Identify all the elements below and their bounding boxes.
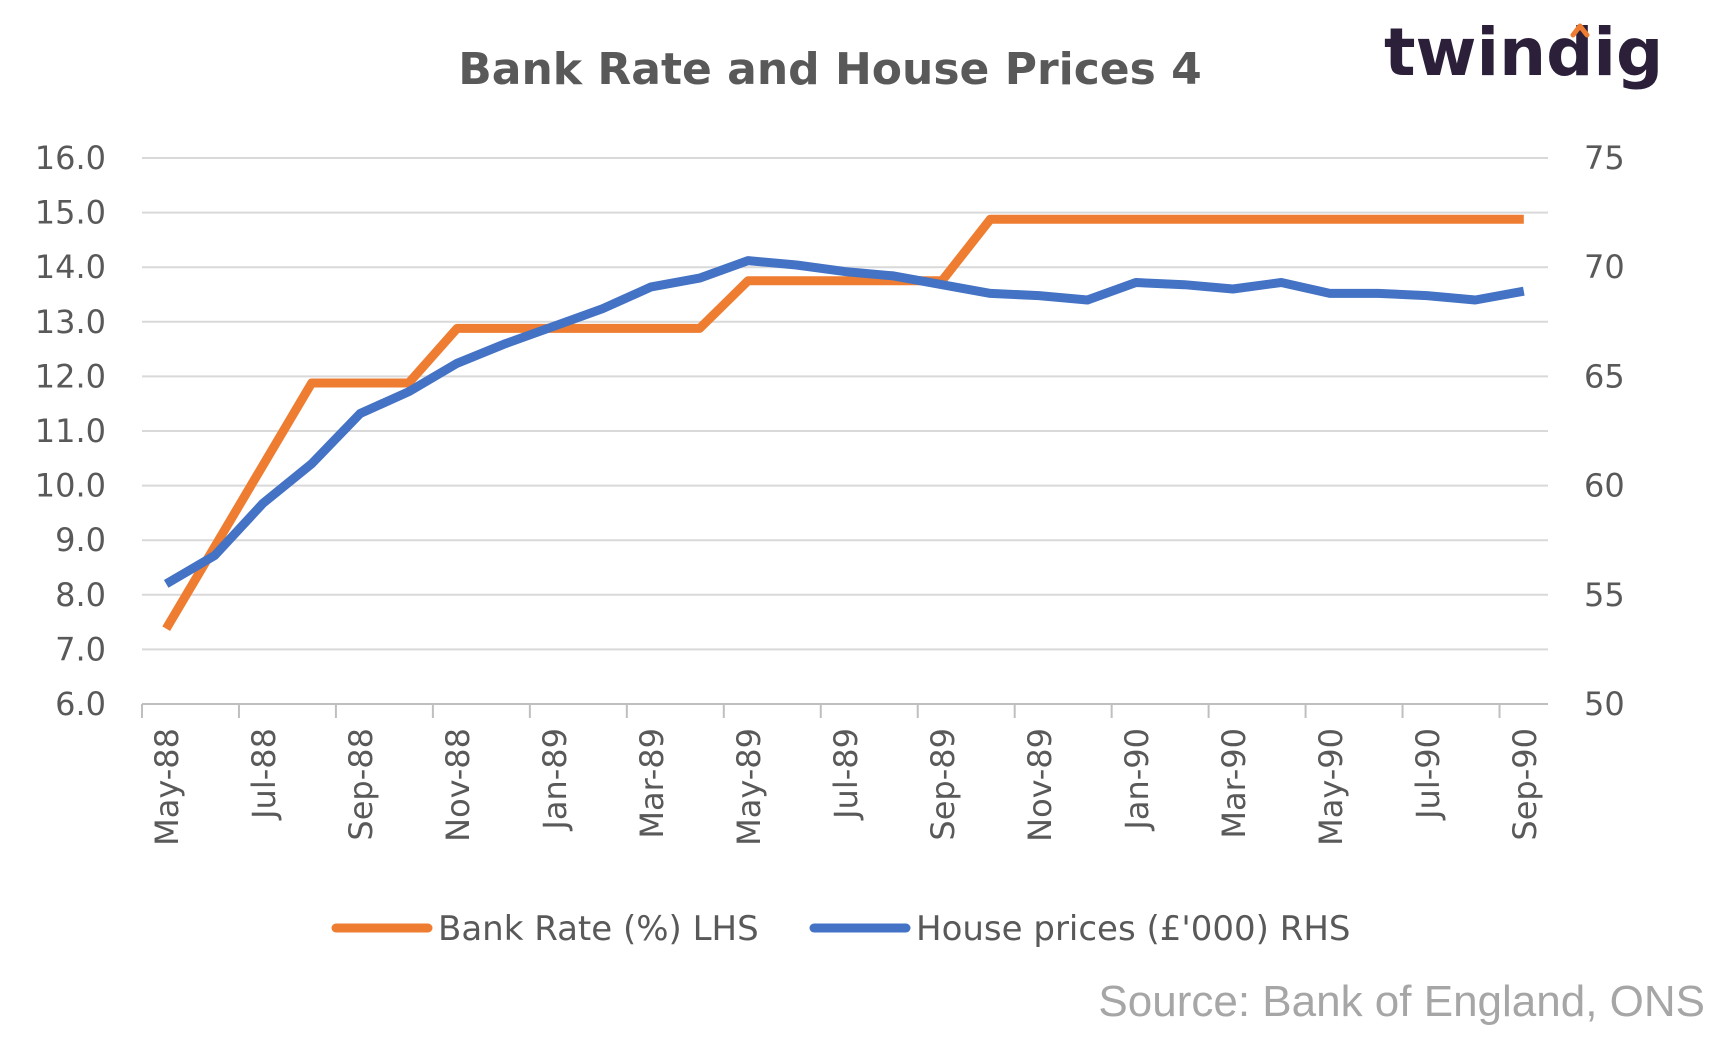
right-tick-label: 50 <box>1584 685 1625 723</box>
left-tick-label: 13.0 <box>35 303 106 341</box>
x-tick-label: Sep-90 <box>1506 728 1544 841</box>
logo-text: twindig <box>1384 14 1663 91</box>
x-axis: May-88 Jul-88 Sep-88 Nov-88 Jan-89 Mar-89 May-… <box>141 703 1548 846</box>
x-tick-label: Jan-90 <box>1118 728 1156 832</box>
left-tick-label: 9.0 <box>55 521 106 559</box>
left-tick-label: 15.0 <box>35 194 106 232</box>
x-tick-label: Mar-90 <box>1215 728 1253 839</box>
x-tick-label: Nov-88 <box>439 728 477 842</box>
x-tick-label: Sep-88 <box>342 728 380 841</box>
x-tick-label: Jul-89 <box>827 728 865 821</box>
left-tick-label: 10.0 <box>35 467 106 505</box>
right-tick-label: 70 <box>1584 248 1625 286</box>
left-tick-label: 8.0 <box>55 576 106 614</box>
x-tick-label: Sep-89 <box>924 728 962 841</box>
right-tick-label: 75 <box>1584 139 1625 177</box>
left-tick-label: 7.0 <box>55 630 106 668</box>
gridlines <box>142 157 1548 651</box>
legend-label: Bank Rate (%) LHS <box>438 909 759 949</box>
right-tick-label: 65 <box>1584 357 1625 395</box>
right-tick-label: 60 <box>1584 467 1625 505</box>
x-tick-label: Jul-88 <box>245 728 283 821</box>
logo-accent-icon <box>1570 23 1590 38</box>
left-axis: 6.0 7.0 8.0 9.0 10.0 11.0 12.0 13.0 14.0 15.0 16.0 <box>35 139 106 723</box>
x-tick-label: May-90 <box>1312 728 1350 846</box>
bank-rate-line <box>162 214 1524 631</box>
legend-label: House prices (£'000) RHS <box>916 909 1350 949</box>
x-tick-label: Nov-89 <box>1021 728 1059 842</box>
left-tick-label: 14.0 <box>35 248 106 286</box>
left-tick-label: 16.0 <box>35 139 106 177</box>
left-tick-label: 12.0 <box>35 357 106 395</box>
series-lines <box>162 214 1525 631</box>
x-tick-label: Mar-89 <box>633 728 671 839</box>
legend: Bank Rate (%) LHS House prices (£'000) RH… <box>331 909 1350 949</box>
chart-title: Bank Rate and House Prices 4 <box>458 44 1202 95</box>
source-note: Source: Bank of England, ONS <box>1098 977 1705 1026</box>
left-tick-label: 6.0 <box>55 685 106 723</box>
x-tick-label: May-88 <box>148 728 186 846</box>
right-axis: 50 55 60 65 70 75 <box>1584 139 1625 723</box>
x-tick-label: May-89 <box>730 728 768 846</box>
twindig-logo: twindig <box>1384 14 1663 91</box>
x-tick-label: Jan-89 <box>536 728 574 832</box>
house-prices-line <box>163 256 1525 588</box>
right-tick-label: 55 <box>1584 576 1625 614</box>
x-tick-label: Jul-90 <box>1409 728 1447 821</box>
legend-item-bank-rate: Bank Rate (%) LHS <box>331 909 759 949</box>
legend-item-house-prices: House prices (£'000) RHS <box>809 909 1350 949</box>
left-tick-label: 11.0 <box>35 412 106 450</box>
